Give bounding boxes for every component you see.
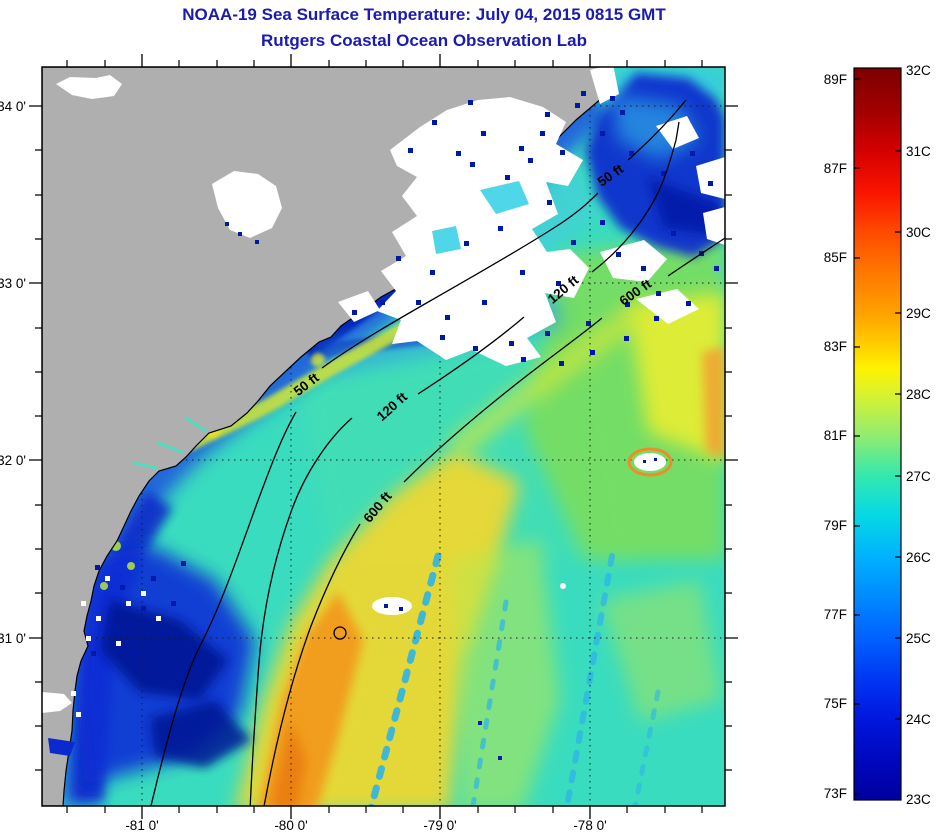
x-tick-78: -78 0' bbox=[573, 818, 606, 832]
cb-f-89: 89F bbox=[824, 72, 847, 87]
cb-f-85: 85F bbox=[824, 250, 847, 265]
cb-c-26: 26C bbox=[906, 550, 931, 565]
x-tick-81: -81 0' bbox=[125, 818, 158, 832]
colorbar-ticks-right bbox=[895, 150, 901, 720]
cloud-blob-c bbox=[636, 289, 699, 324]
nearshore-speck-3 bbox=[100, 582, 108, 590]
cloud-small-bottom bbox=[372, 597, 412, 615]
cb-c-23: 23C bbox=[906, 792, 931, 807]
cloud-streak-2 bbox=[470, 599, 509, 806]
estuary-channels bbox=[132, 416, 208, 470]
title-group: NOAA-19 Sea Surface Temperature: July 04… bbox=[182, 5, 666, 50]
cb-f-83: 83F bbox=[824, 339, 847, 354]
colorbar-c-labels: 32C 31C 30C 29C 28C 27C 26C 25C 24C 23C bbox=[906, 63, 931, 807]
cb-f-79: 79F bbox=[824, 518, 847, 533]
cloud-streak-3 bbox=[564, 553, 615, 806]
cloud-blob-d bbox=[696, 157, 725, 199]
cloud-orange-halo bbox=[627, 447, 673, 477]
cloud-blob-west bbox=[338, 291, 380, 322]
cold-pool-dark-2 bbox=[150, 700, 252, 768]
cb-f-81: 81F bbox=[824, 428, 847, 443]
cloud-over-land-1 bbox=[56, 75, 122, 99]
colorbar: 89F 87F 85F 83F 81F 79F 77F 75F 73F 32C … bbox=[824, 63, 931, 807]
cb-c-28: 28C bbox=[906, 387, 931, 402]
cb-c-31: 31C bbox=[906, 144, 931, 159]
gulf-stream-deep-orange bbox=[272, 722, 306, 806]
minor-ticks bbox=[35, 60, 732, 813]
cb-c-27: 27C bbox=[906, 469, 931, 484]
colorbar-gradient bbox=[853, 67, 902, 801]
y-tick-34: 34 0' bbox=[0, 99, 26, 114]
warm-orange-east-edge bbox=[702, 347, 725, 458]
cb-f-75: 75F bbox=[824, 696, 847, 711]
cloud-over-land-2 bbox=[212, 171, 282, 238]
warm-yellow-east bbox=[628, 292, 725, 462]
contour-50ft-north bbox=[627, 99, 687, 161]
y-tick-33: 33 0' bbox=[0, 276, 26, 291]
cb-f-77: 77F bbox=[824, 607, 847, 622]
page-title: NOAA-19 Sea Surface Temperature: July 04… bbox=[182, 5, 666, 24]
cloud-streak-1 bbox=[367, 552, 442, 806]
contour-600ft-mid bbox=[403, 317, 603, 483]
cloud-blob-top bbox=[590, 67, 619, 104]
contour-closed-loop bbox=[333, 626, 347, 640]
contour-120ft-south bbox=[249, 417, 353, 806]
nearshore-speck-2 bbox=[127, 562, 135, 570]
axis-labels: -81 0' -80 0' -79 0' -78 0' 34 0' 33 0' … bbox=[0, 99, 607, 832]
cold-pool-dark-1 bbox=[100, 600, 228, 700]
plot-border bbox=[41, 66, 726, 807]
contour-lines bbox=[150, 99, 725, 806]
cloud-small-east bbox=[634, 453, 666, 471]
colorbar-ticks-left bbox=[854, 78, 860, 795]
contour-120ft-north bbox=[591, 121, 680, 273]
x-tick-79: -79 0' bbox=[423, 818, 456, 832]
contour-50ft-south bbox=[150, 411, 297, 806]
cb-c-30: 30C bbox=[906, 225, 931, 240]
cb-c-32: 32C bbox=[906, 63, 931, 78]
y-tick-31: 31 0' bbox=[0, 631, 26, 646]
nearshore-warm-spot-2 bbox=[311, 353, 325, 367]
contour-600ft-north bbox=[667, 237, 725, 277]
cb-c-24: 24C bbox=[906, 712, 931, 727]
yellow-green-south bbox=[452, 540, 560, 806]
page-subtitle: Rutgers Coastal Ocean Observation Lab bbox=[261, 31, 587, 50]
cloud-holes bbox=[432, 181, 529, 254]
contour-120ft-mid bbox=[417, 316, 525, 395]
cloud-speck-tiny bbox=[560, 583, 566, 589]
inlet-water bbox=[48, 738, 75, 756]
cloud-shore-blob bbox=[42, 692, 72, 713]
cloud-layer bbox=[42, 67, 725, 760]
y-tick-32: 32 0' bbox=[0, 453, 26, 468]
cloud-blob-e bbox=[703, 207, 725, 245]
plot-frame bbox=[29, 54, 738, 819]
colorbar-f-labels: 89F 87F 85F 83F 81F 79F 77F 75F 73F bbox=[824, 72, 847, 801]
cb-c-29: 29C bbox=[906, 306, 931, 321]
x-tick-80: -80 0' bbox=[274, 818, 307, 832]
cold-patch-dark-core bbox=[648, 178, 722, 235]
cloud-main bbox=[377, 97, 589, 366]
cb-f-87: 87F bbox=[824, 161, 847, 176]
cloud-streak-4 bbox=[632, 689, 661, 806]
contour-600ft-south bbox=[263, 523, 361, 806]
major-ticks bbox=[29, 54, 738, 819]
warm-tongue-northeast bbox=[447, 301, 649, 460]
cb-c-25: 25C bbox=[906, 631, 931, 646]
cb-f-73: 73F bbox=[824, 786, 847, 801]
contour-50ft-mid bbox=[321, 192, 599, 369]
green-patch-southeast bbox=[600, 580, 722, 722]
